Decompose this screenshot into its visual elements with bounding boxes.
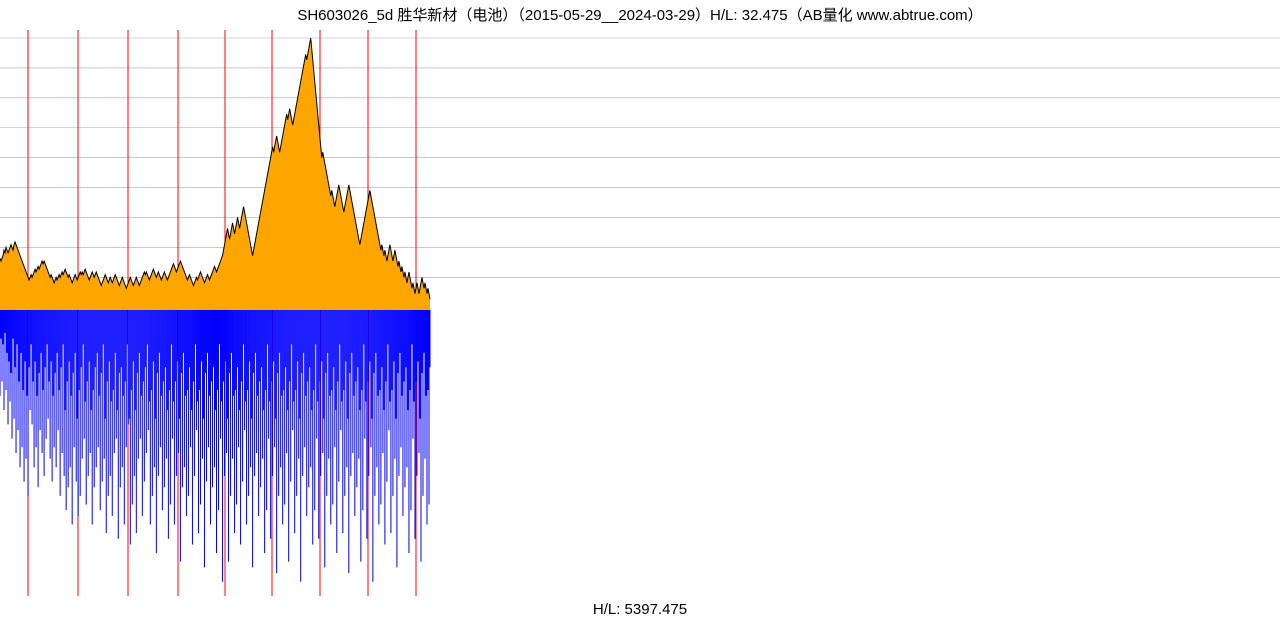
chart-footer: H/L: 5397.475: [0, 601, 1280, 618]
chart-title: SH603026_5d 胜华新材（电池）（2015-05-29__2024-03…: [0, 4, 1280, 25]
stock-chart: [0, 30, 1280, 596]
chart-container: [0, 30, 1280, 596]
